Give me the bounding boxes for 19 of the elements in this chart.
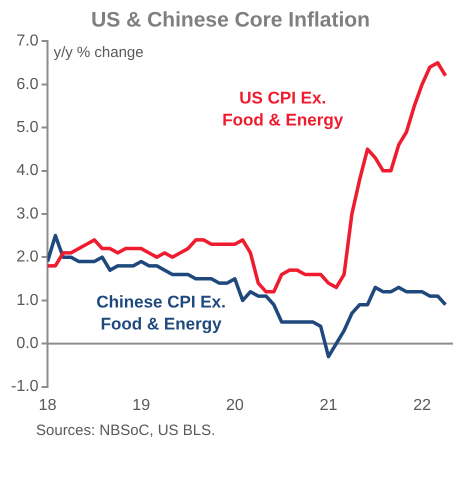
chart-title: US & Chinese Core Inflation — [91, 8, 370, 32]
y-axis-title: y/y % change — [54, 44, 144, 62]
y-tick-label: 6.0 — [16, 76, 39, 93]
x-tick-label: 22 — [413, 396, 432, 414]
y-tick-label: 5.0 — [16, 119, 39, 136]
source-note: Sources: NBSoC, US BLS. — [36, 422, 216, 439]
y-tick-label: 7.0 — [16, 32, 39, 50]
y-tick-label: 3.0 — [16, 205, 39, 222]
x-tick-label: 19 — [132, 396, 150, 414]
x-tick-label: 21 — [320, 396, 338, 414]
series-label: US CPI Ex. Food & Energy — [222, 88, 344, 130]
y-tick-label: 1.0 — [16, 292, 39, 309]
y-tick-label: 4.0 — [16, 162, 39, 180]
x-tick-label: 20 — [226, 396, 244, 414]
y-tick-label: 2.0 — [16, 248, 39, 266]
y-tick-label: -1.0 — [10, 378, 39, 396]
series-label: Chinese CPI Ex. Food & Energy — [96, 292, 226, 334]
y-tick-label: 0.0 — [16, 335, 39, 352]
x-tick-label: 18 — [38, 396, 57, 414]
